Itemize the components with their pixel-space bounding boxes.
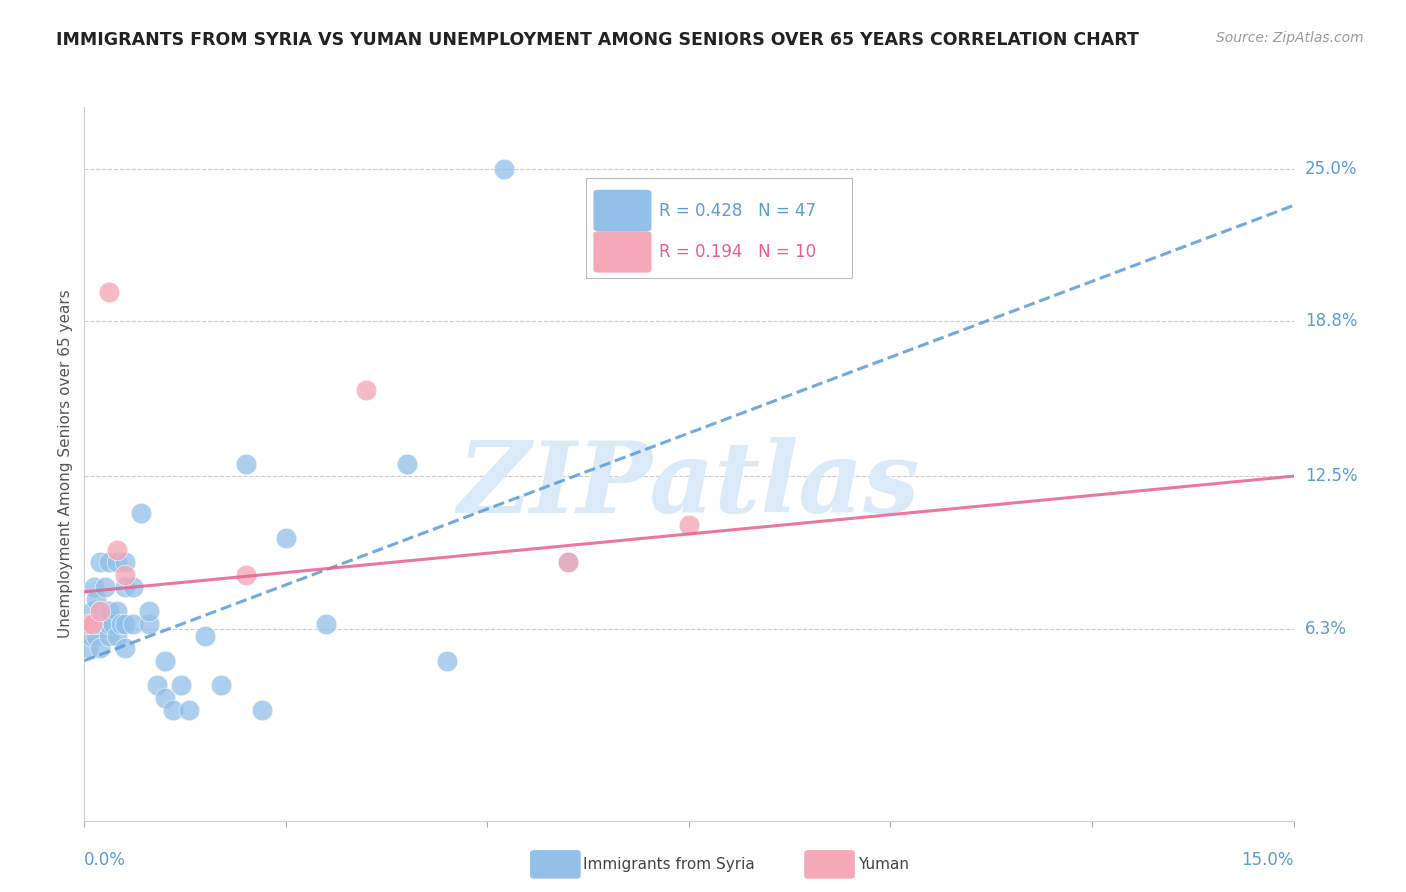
- Point: [93, 580, 115, 594]
- Point: [209, 678, 232, 692]
- FancyBboxPatch shape: [593, 190, 651, 231]
- Point: [97, 555, 120, 569]
- Text: ZIPatlas: ZIPatlas: [458, 437, 920, 533]
- Point: [153, 690, 176, 705]
- Point: [557, 555, 579, 569]
- Point: [114, 567, 136, 582]
- Point: [250, 703, 273, 717]
- Point: [89, 605, 111, 619]
- FancyBboxPatch shape: [593, 231, 651, 273]
- Point: [170, 678, 193, 692]
- Point: [356, 383, 378, 397]
- Point: [89, 641, 111, 656]
- FancyBboxPatch shape: [586, 178, 852, 278]
- Point: [114, 555, 136, 569]
- Point: [138, 605, 160, 619]
- Point: [162, 703, 184, 717]
- Point: [82, 605, 104, 619]
- Text: Yuman: Yuman: [858, 857, 908, 871]
- Point: [121, 580, 143, 594]
- Point: [105, 629, 128, 643]
- Point: [436, 654, 458, 668]
- Point: [89, 555, 111, 569]
- Point: [129, 506, 152, 520]
- Text: R = 0.194   N = 10: R = 0.194 N = 10: [658, 243, 815, 260]
- Text: Source: ZipAtlas.com: Source: ZipAtlas.com: [1216, 31, 1364, 45]
- Point: [179, 703, 201, 717]
- Point: [80, 629, 103, 643]
- Point: [146, 678, 169, 692]
- Point: [315, 616, 337, 631]
- Point: [153, 654, 176, 668]
- Text: 6.3%: 6.3%: [1305, 620, 1347, 638]
- Point: [97, 616, 120, 631]
- Point: [114, 580, 136, 594]
- Point: [86, 629, 108, 643]
- Point: [82, 616, 104, 631]
- Point: [83, 580, 105, 594]
- Point: [77, 616, 100, 631]
- Point: [557, 555, 579, 569]
- Text: IMMIGRANTS FROM SYRIA VS YUMAN UNEMPLOYMENT AMONG SENIORS OVER 65 YEARS CORRELAT: IMMIGRANTS FROM SYRIA VS YUMAN UNEMPLOYM…: [56, 31, 1139, 49]
- Point: [86, 592, 108, 607]
- Point: [101, 616, 124, 631]
- Point: [77, 641, 100, 656]
- Text: 15.0%: 15.0%: [1241, 851, 1294, 869]
- Point: [105, 543, 128, 558]
- Point: [89, 605, 111, 619]
- Point: [194, 629, 217, 643]
- Point: [97, 629, 120, 643]
- Point: [492, 161, 515, 176]
- Point: [274, 531, 297, 545]
- Point: [87, 616, 110, 631]
- Text: 25.0%: 25.0%: [1305, 160, 1357, 178]
- Point: [235, 457, 257, 471]
- Point: [121, 616, 143, 631]
- Point: [395, 457, 418, 471]
- Point: [114, 641, 136, 656]
- Point: [105, 555, 128, 569]
- Point: [97, 285, 120, 299]
- Point: [82, 616, 104, 631]
- Point: [89, 616, 111, 631]
- Point: [138, 616, 160, 631]
- Text: Immigrants from Syria: Immigrants from Syria: [583, 857, 755, 871]
- Point: [110, 616, 132, 631]
- Point: [97, 605, 120, 619]
- Text: 18.8%: 18.8%: [1305, 312, 1357, 330]
- Point: [114, 616, 136, 631]
- Text: 0.0%: 0.0%: [84, 851, 127, 869]
- Point: [105, 605, 128, 619]
- Point: [235, 567, 257, 582]
- Text: R = 0.428   N = 47: R = 0.428 N = 47: [658, 202, 815, 219]
- Point: [678, 518, 700, 533]
- Text: 12.5%: 12.5%: [1305, 467, 1357, 485]
- Y-axis label: Unemployment Among Seniors over 65 years: Unemployment Among Seniors over 65 years: [58, 290, 73, 638]
